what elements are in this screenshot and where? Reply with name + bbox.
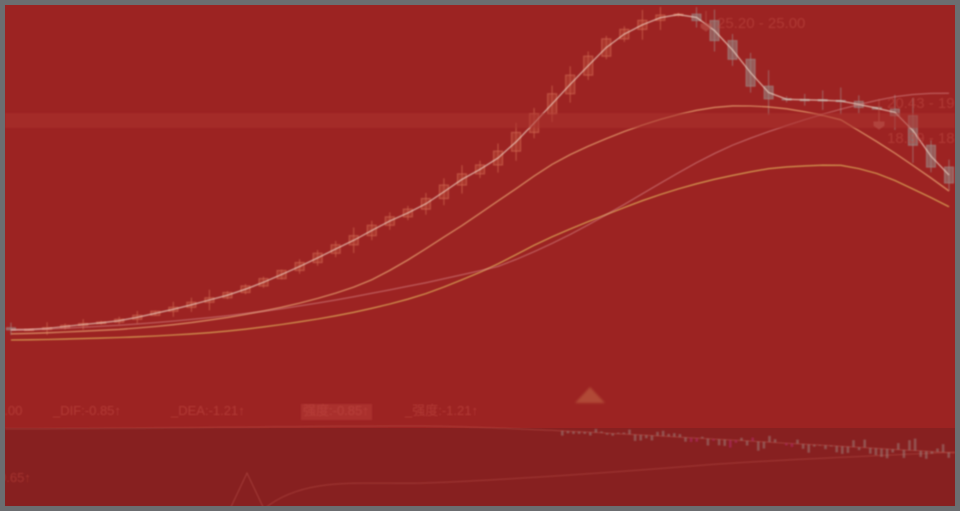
svg-text:25.20 - 25.00: 25.20 - 25.00	[717, 15, 805, 32]
svg-text:_DIF:-0.85↑: _DIF:-0.85↑	[52, 403, 121, 418]
svg-text:_DEA:-1.21↑: _DEA:-1.21↑	[170, 403, 245, 418]
svg-text:20.43 - 19.83: 20.43 - 19.83	[887, 95, 955, 112]
svg-text:18.39 - 18.04: 18.39 - 18.04	[887, 130, 955, 147]
svg-text:0.00: 0.00	[5, 403, 22, 418]
svg-text:强度:-0.85↑: 强度:-0.85↑	[303, 403, 369, 418]
svg-text:_强度:-1.21↑: _强度:-1.21↑	[404, 403, 478, 418]
svg-text:0.65↑: 0.65↑	[5, 470, 31, 485]
